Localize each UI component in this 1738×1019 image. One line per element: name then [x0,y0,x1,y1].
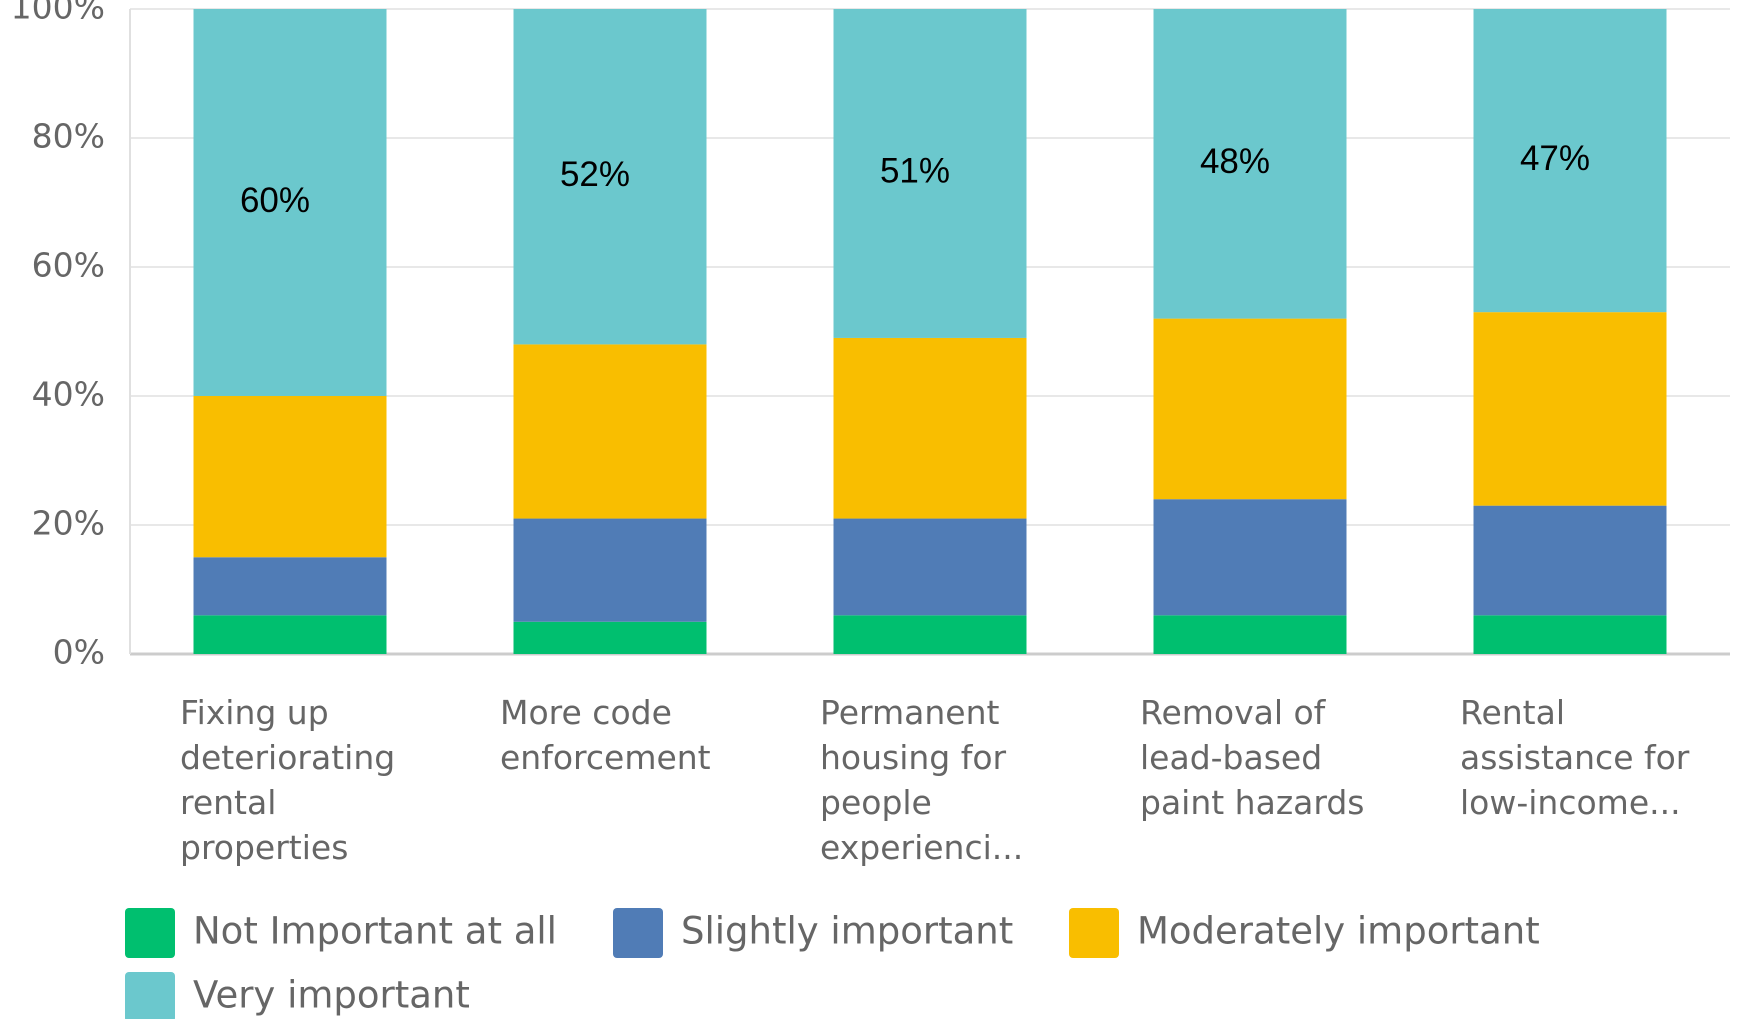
bar-segment [513,9,707,345]
bar-segment [513,518,707,622]
legend-label: Not Important at all [193,910,557,953]
bar-segment [193,396,387,558]
legend-swatch [1069,908,1119,958]
bar-segment [193,557,387,616]
y-tick-label: 0% [53,633,105,672]
value-label: 52% [560,155,630,194]
bar-segment [193,615,387,654]
y-tick-label: 40% [32,375,105,414]
bar-segment [1473,312,1667,506]
y-tick-label: 20% [32,504,105,543]
legend-label: Slightly important [681,910,1013,953]
legend-label: Moderately important [1137,910,1540,953]
bar-segment [193,9,387,396]
value-label: 60% [240,181,310,220]
bar-segment [1153,318,1347,500]
bar-segment [833,337,1027,519]
legend-swatch [125,972,175,1019]
value-label: 48% [1200,142,1270,181]
x-tick-label: More code enforcement [500,693,711,777]
x-tick-label: Permanent housing for people experienci.… [820,693,1024,867]
bar-segment [833,9,1027,338]
y-tick-label: 80% [32,117,105,156]
value-label: 47% [1520,139,1590,178]
bar-segment [1153,615,1347,654]
bar-segment [513,621,707,654]
bar-segment [513,344,707,519]
bar-segment [1153,499,1347,616]
bar-segment [833,615,1027,654]
x-tick-label: Removal of lead-based paint hazards [1140,693,1365,822]
bar-segment [1473,9,1667,313]
y-tick-label: 100% [11,0,105,27]
legend-swatch [613,908,663,958]
bar-segment [1153,9,1347,319]
x-tick-label: Fixing up deteriorating rental propertie… [180,693,396,867]
x-tick-label: Rental assistance for low-income... [1460,693,1690,822]
value-label: 51% [880,152,950,191]
bar-segment [1473,505,1667,616]
bar-segment [833,518,1027,616]
bar-segment [1473,615,1667,654]
legend-swatch [125,908,175,958]
legend-label: Very important [193,974,470,1017]
y-tick-label: 60% [32,246,105,285]
